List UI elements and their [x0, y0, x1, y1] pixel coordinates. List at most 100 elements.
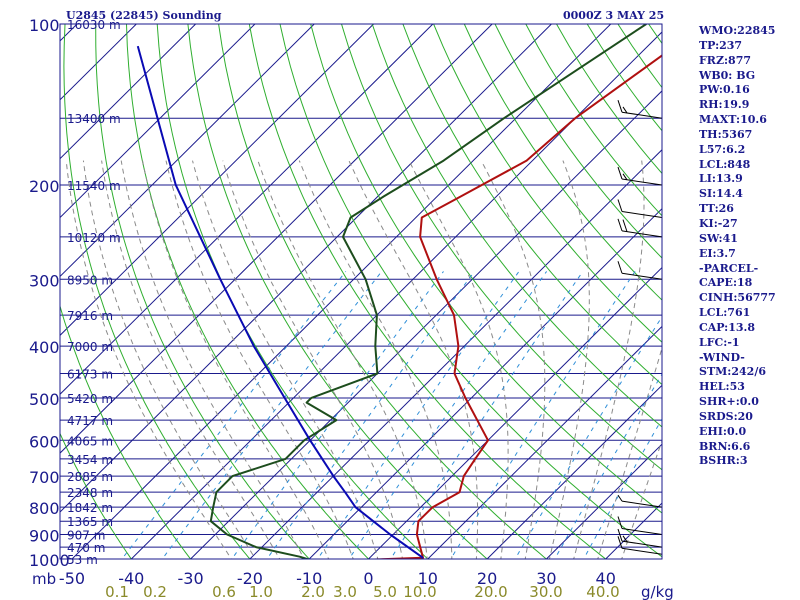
- wind-barb-flag: [617, 516, 623, 529]
- mixing-ratio-label: 5.0: [373, 583, 397, 600]
- wind-barb-staff: [621, 547, 663, 555]
- isotherm-line: [249, 149, 662, 559]
- mixing-ratio-unit-label: g/kg: [641, 583, 674, 600]
- wind-barb-staff: [621, 230, 663, 238]
- isotherm-line: [60, 24, 315, 278]
- dry-adiabat-line: [341, 24, 662, 471]
- mixing-ratio-label: 10.0: [403, 583, 436, 600]
- temperature-tick-label: 10: [418, 569, 438, 588]
- dry-adiabat-line: [463, 24, 662, 301]
- temperature-profile-line: [373, 54, 662, 559]
- stat-item: SW:41: [699, 231, 738, 245]
- wind-barb: [617, 528, 663, 548]
- stat-item: LI:13.9: [699, 172, 743, 186]
- mixing-ratio-label: 40.0: [586, 583, 619, 600]
- height-label: 3454 m: [67, 453, 113, 467]
- moist-adiabat-line: [65, 160, 232, 559]
- wind-barb-flag: [622, 173, 628, 181]
- pressure-unit-label: mb: [32, 570, 56, 588]
- wind-barb-flag: [617, 494, 623, 502]
- stat-item: WMO:22845: [699, 24, 776, 37]
- pressure-label: 700: [29, 468, 60, 487]
- moist-adiabat-line: [101, 160, 281, 559]
- stat-item: SI:14.4: [699, 187, 743, 201]
- mixing-ratio-line: [231, 271, 444, 559]
- wind-barb-staff: [621, 528, 663, 536]
- height-label: 2885 m: [67, 470, 113, 484]
- mixing-ratio-line: [348, 271, 548, 559]
- wind-barb-flag: [617, 199, 623, 212]
- moist-adiabat-line: [548, 160, 590, 559]
- wind-barb-staff: [621, 211, 663, 219]
- stat-item: WB0: BG: [699, 68, 756, 82]
- isotherm-line: [546, 443, 662, 559]
- wind-barb: [617, 494, 663, 508]
- pressure-label: 100: [29, 16, 60, 35]
- dry-adiabat-line: [63, 24, 251, 559]
- height-label: 7916 m: [67, 309, 113, 323]
- stat-item: PW:0.16: [699, 83, 750, 97]
- moist-adiabat-line: [257, 160, 428, 559]
- height-label: 5420 m: [67, 392, 113, 406]
- wind-barb: [617, 100, 663, 119]
- dry-adiabat-line: [402, 24, 662, 386]
- isotherm-line: [60, 24, 374, 337]
- wind-barb: [617, 516, 663, 536]
- wind-barb-staff: [621, 540, 663, 548]
- temperature-tick-label: -20: [237, 569, 263, 588]
- wind-barb-flag: [617, 166, 623, 180]
- wind-barb-staff: [621, 500, 663, 508]
- moist-adiabat-line: [480, 160, 546, 559]
- moist-adiabat-line: [573, 160, 645, 559]
- wind-barb-flag: [617, 536, 623, 549]
- height-label: 10120 m: [67, 231, 121, 245]
- stat-item: -WIND-: [699, 350, 745, 364]
- height-label: 6173 m: [67, 367, 113, 381]
- height-label: 4065 m: [67, 434, 113, 448]
- dry-adiabat-line: [371, 24, 662, 428]
- height-label: 4717 m: [67, 414, 113, 428]
- stat-item: EHI:0.0: [699, 424, 747, 438]
- wind-barb-flag: [617, 528, 623, 542]
- pressure-label: 1000: [29, 551, 70, 570]
- stat-item: CAP:13.8: [699, 320, 756, 334]
- dry-adiabat-line: [95, 24, 310, 559]
- wind-barb: [617, 218, 663, 238]
- sounding-time: 0000Z 3 MAY 25: [563, 9, 665, 22]
- parcel-profile-line: [136, 45, 424, 559]
- stat-item: TH:5367: [699, 127, 753, 141]
- moist-adiabat-line: [621, 439, 662, 559]
- wind-barb-flag: [622, 219, 628, 232]
- moist-adiabat-line: [408, 160, 509, 559]
- moist-adiabat-line: [597, 346, 662, 559]
- temperature-tick-label: -10: [296, 569, 322, 588]
- stat-item: BRN:6.6: [699, 439, 751, 453]
- temperature-tick-label: -40: [118, 569, 144, 588]
- wind-barb-flag: [622, 106, 628, 114]
- wind-barb-staff: [621, 272, 663, 280]
- pressure-label: 900: [29, 527, 60, 546]
- moist-adiabat-line: [82, 160, 256, 559]
- dry-adiabat-line: [218, 24, 548, 559]
- wind-barb-flag: [617, 261, 623, 274]
- wind-barb: [617, 166, 663, 186]
- pressure-label: 300: [29, 271, 60, 290]
- height-label: 11540 m: [67, 179, 121, 193]
- pressure-label: 400: [29, 338, 60, 357]
- dry-adiabat-line: [60, 304, 192, 559]
- dry-adiabat-line: [279, 24, 662, 558]
- mixing-ratio-line: [121, 271, 347, 559]
- sounding-title: U2845 (22845) Sounding: [66, 9, 222, 22]
- moist-adiabat-line: [120, 160, 305, 559]
- dewpoint-profile-line: [209, 24, 647, 559]
- dry-adiabat-line: [187, 24, 488, 559]
- isotherm-line: [60, 24, 493, 454]
- pressure-label: 200: [29, 177, 60, 196]
- pressure-label: 500: [29, 390, 60, 409]
- pressure-label: 800: [29, 499, 60, 518]
- temperature-tick-label: 20: [477, 569, 497, 588]
- stat-item: -PARCEL-: [699, 261, 759, 275]
- mixing-ratio-line: [161, 271, 383, 559]
- temperature-tick-label: 0: [363, 569, 373, 588]
